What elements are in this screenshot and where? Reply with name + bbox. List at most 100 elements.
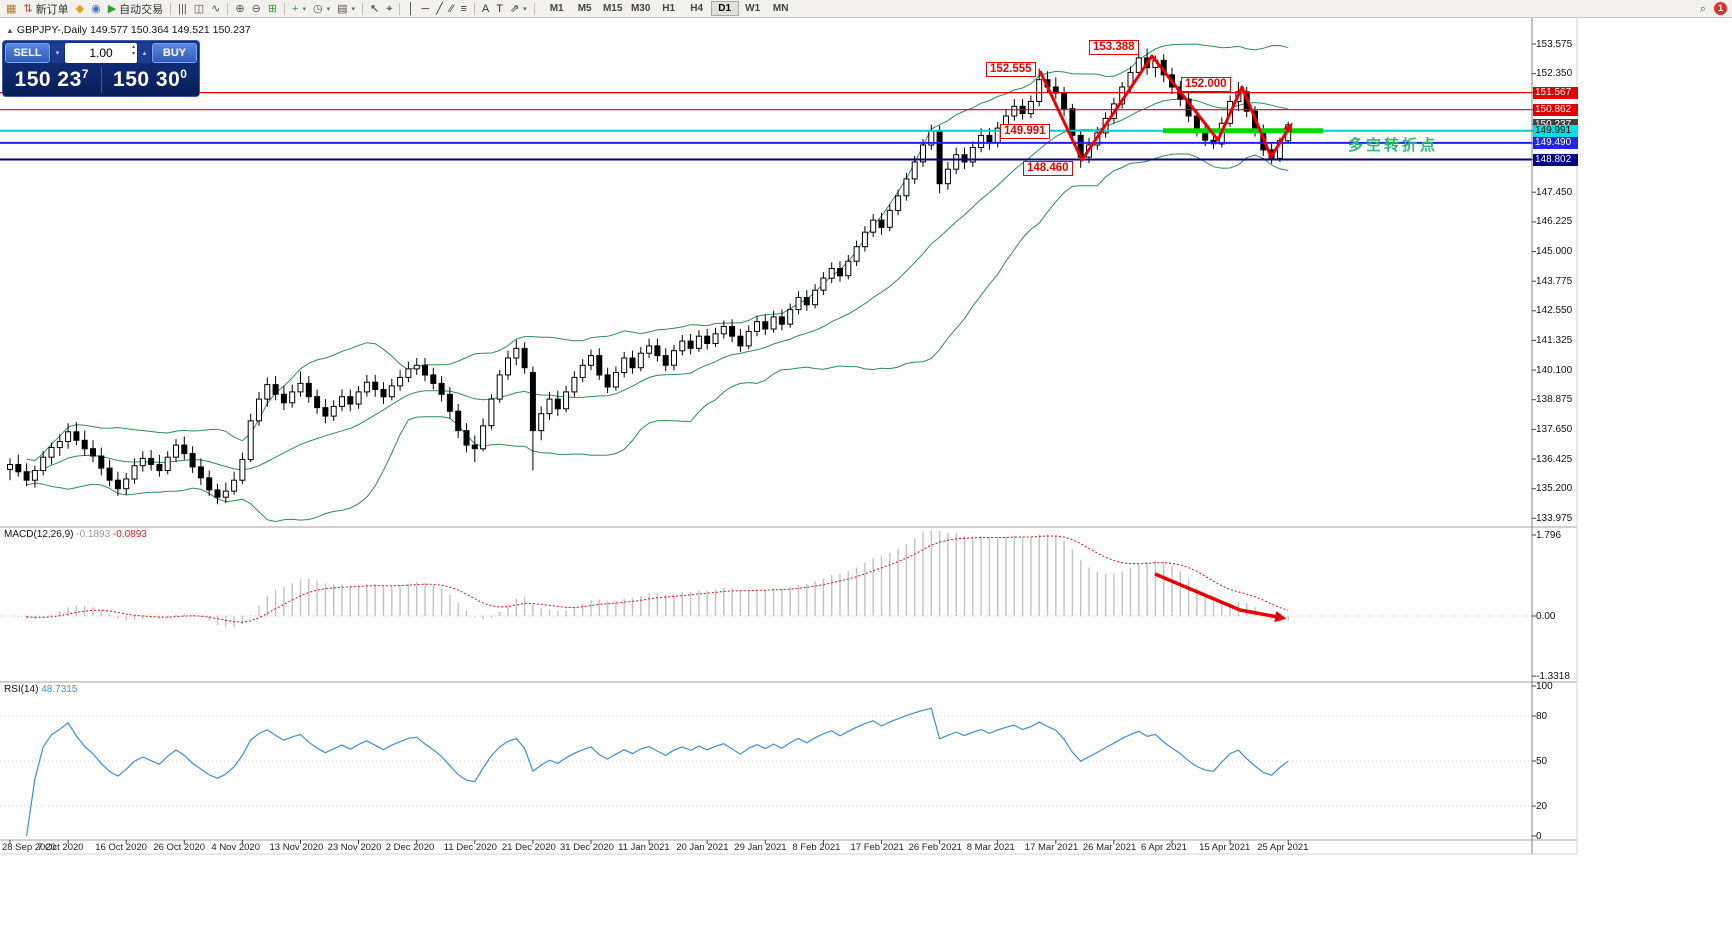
candlestick-button[interactable]: ◫ [191,1,207,17]
quick-trade-button[interactable]: ◆ [73,1,87,17]
timeframe-m15-button[interactable]: M15 [602,3,623,14]
date-label: 29 Jan 2021 [734,842,787,853]
timeframe-mn-button[interactable]: MN [772,3,789,14]
horizontal-lines[interactable] [0,91,1532,161]
price-axis-label: 145.000 [1536,246,1573,257]
crosshair-button[interactable]: ⌖ [383,1,395,17]
new-chart-button[interactable]: ▦ [3,1,19,17]
date-label: 4 Nov 2020 [211,842,260,853]
sell-button[interactable]: SELL [5,43,50,63]
turning-point-label[interactable]: 多空转折点 [1348,137,1439,154]
chart-ohlc-values: 149.577 150.364 149.521 150.237 [90,24,251,36]
date-label: 16 Oct 2020 [95,842,147,853]
search-button[interactable]: ⌕ [1697,1,1709,17]
volume-spinner[interactable]: ▴ ▾ [131,44,135,57]
zoom-in-button[interactable]: ⊕ [232,1,247,17]
timeframe-d1-button[interactable]: D1 [710,1,739,16]
zoom-out-button[interactable]: ⊖ [249,1,264,17]
zoom-in-icon: ⊕ [235,2,245,15]
vertical-line-button[interactable]: │ [404,1,417,17]
rsi-axis-label: 0 [1536,830,1542,842]
price-callout[interactable]: 152.555 [986,62,1036,77]
timeframe-m30-button[interactable]: M30 [630,3,651,14]
price-axis-label: 147.450 [1536,186,1573,198]
chevron-down-icon: ▾ [351,5,356,13]
date-label: 15 Apr 2021 [1199,842,1251,853]
auto-trading-button[interactable]: ▶ 自动交易 [105,1,166,17]
date-label: 8 Mar 2021 [966,842,1015,853]
cursor-button[interactable]: ↖ [367,1,382,17]
price-tag: 151.567 [1533,86,1578,99]
main-toolbar: ▦ ⇅ 新订单 ◆ ◉ ▶ 自动交易 ||| ◫ ∿ ⊕ ⊖ ⊞ + ▾ ◷ ▾ ▤ ▾ ↖ ⌖ │ ─ ╱ ⁄⁄ ≡ A T ⇗ ▾ M1… [0,0,1732,18]
price-callout[interactable]: 152.000 [1181,77,1231,92]
auto-trading-button-label: 自动交易 [119,3,164,16]
price-axis-label: 138.875 [1536,394,1573,406]
channel-icon: ⁄⁄ [449,2,454,15]
price-axis-label: 142.550 [1536,305,1573,317]
price-axis-label: 152.350 [1536,68,1573,80]
price-axis-label: 153.575 [1536,38,1573,50]
label-icon: T [496,2,503,15]
label-button[interactable]: T [493,1,506,17]
rsi-axis-label: 80 [1536,710,1548,722]
new-order-button[interactable]: ⇅ 新订单 [20,1,71,17]
date-label: 21 Dec 2020 [501,842,556,853]
price-tag: 149.490 [1533,136,1578,149]
price-callout[interactable]: 149.991 [1000,124,1050,139]
ask-price[interactable]: 150 300 [113,67,188,91]
toolbar-separator [362,2,364,15]
trendline-icon: ╱ [436,2,443,15]
timeframe-h1-button[interactable]: H1 [662,3,676,14]
chevron-down-icon: ▾ [523,5,527,13]
rsi-axis-label: 50 [1536,755,1548,767]
bid-price[interactable]: 150 237 [14,67,89,91]
line-chart-button[interactable]: ∿ [208,1,223,17]
date-label: 6 Apr 2021 [1141,842,1187,853]
timeframe-h4-button[interactable]: H4 [690,3,704,14]
arrow-object-icon: ⇗ [509,2,520,15]
rsi-axis-label: 100 [1536,680,1553,692]
notification-badge[interactable]: 1 [1714,2,1727,15]
channel-button[interactable]: ⁄⁄ [447,1,457,17]
indicators-button[interactable]: + ▾ [289,1,309,17]
chevron-down-icon: ▾ [326,5,331,13]
fibonacci-button[interactable]: ≡ [457,1,469,17]
crosshair-icon: ⌖ [386,2,393,15]
candles [7,48,1292,505]
sell-dropdown-icon[interactable]: ▾ [51,43,64,63]
price-callout[interactable]: 148.460 [1023,161,1073,176]
macd-signal-value: -0.0893 [112,529,147,540]
text-button[interactable]: A [479,1,492,17]
oneclick-collapse-icon[interactable]: ▲ [6,26,14,35]
price-callout[interactable]: 153.388 [1089,40,1139,55]
bar-chart-button[interactable]: ||| [175,1,190,17]
trend-zigzag[interactable] [1038,54,1293,162]
zoom-out-icon: ⊖ [251,2,261,15]
date-label: 17 Feb 2021 [850,842,904,853]
one-click-trading-panel: SELL ▾ 1.00 ▴ ▾ ▴ BUY 150 237 150 300 [2,40,200,97]
price-tag: 148.802 [1533,153,1578,166]
tile-windows-icon: ⊞ [267,2,278,15]
templates-button[interactable]: ▤ ▾ [334,1,358,17]
price-axis-label: 133.975 [1536,512,1573,524]
fibonacci-icon: ≡ [460,2,467,15]
timeframe-m1-button[interactable]: M1 [549,3,564,14]
buy-dropdown-icon[interactable]: ▴ [138,43,151,63]
timeframe-m5-button[interactable]: M5 [577,3,592,14]
trendline-button[interactable]: ╱ [433,1,446,17]
periods-button[interactable]: ◷ ▾ [310,1,333,17]
axis-ticks [9,43,1536,844]
arrows-button[interactable]: ⇗ ▾ [507,1,530,17]
buy-button[interactable]: BUY [152,43,197,63]
new-chart-icon: ▦ [6,2,17,15]
bollinger-bands [26,43,1289,523]
horizontal-line-button[interactable]: ─ [418,1,432,17]
date-label: 11 Jan 2021 [618,842,670,853]
tile-windows-button[interactable]: ⊞ [265,1,280,17]
market-watch-button[interactable]: ◉ [88,1,104,17]
timeframe-w1-button[interactable]: W1 [745,3,761,14]
volume-input[interactable]: 1.00 ▴ ▾ [65,43,137,63]
chevron-down-icon: ▾ [302,5,306,13]
macd-trend-arrow[interactable] [1154,572,1287,623]
